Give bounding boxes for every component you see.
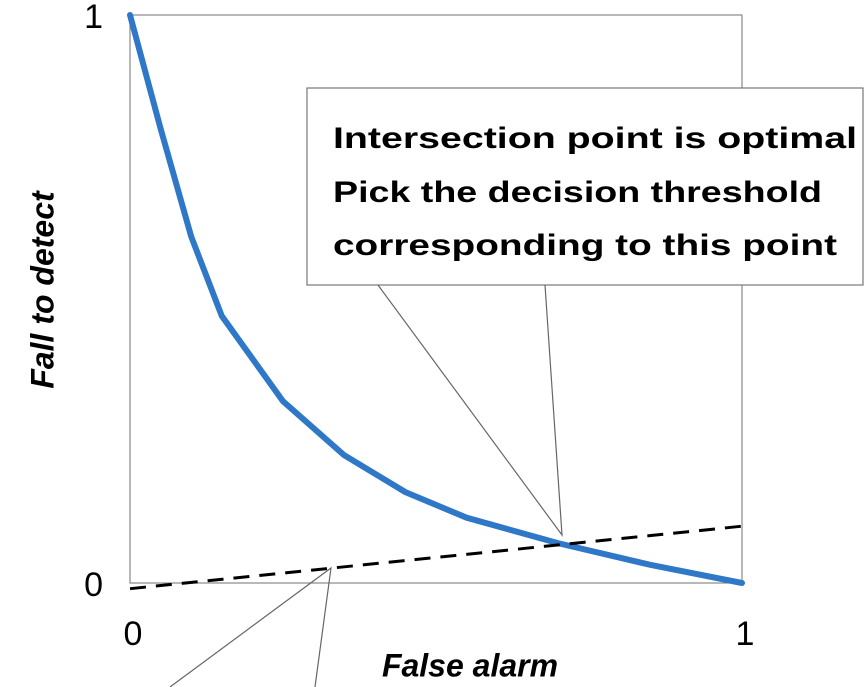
annotation: Intersection point is optimal	[333, 122, 857, 155]
callout-pointer	[377, 284, 563, 538]
x-axis-title: False alarm	[382, 647, 558, 683]
plot-frame	[129, 14, 743, 584]
y-axis-title: Fall to detect	[24, 190, 60, 389]
x-tick-label: 0	[124, 615, 143, 653]
callout: Intersection point is optimal Pick the d…	[306, 87, 864, 538]
y-tick-label: 0	[84, 566, 103, 604]
callout-pointer	[169, 566, 332, 687]
dashed-line	[129, 524, 743, 591]
x-tick-label: 1	[736, 615, 755, 653]
annotation: corresponding to this point	[333, 229, 837, 262]
annotation: Pick the decision threshold	[333, 176, 822, 209]
callout-box	[306, 87, 864, 286]
curve	[127, 12, 745, 586]
y-tick-label: 1	[84, 0, 103, 36]
